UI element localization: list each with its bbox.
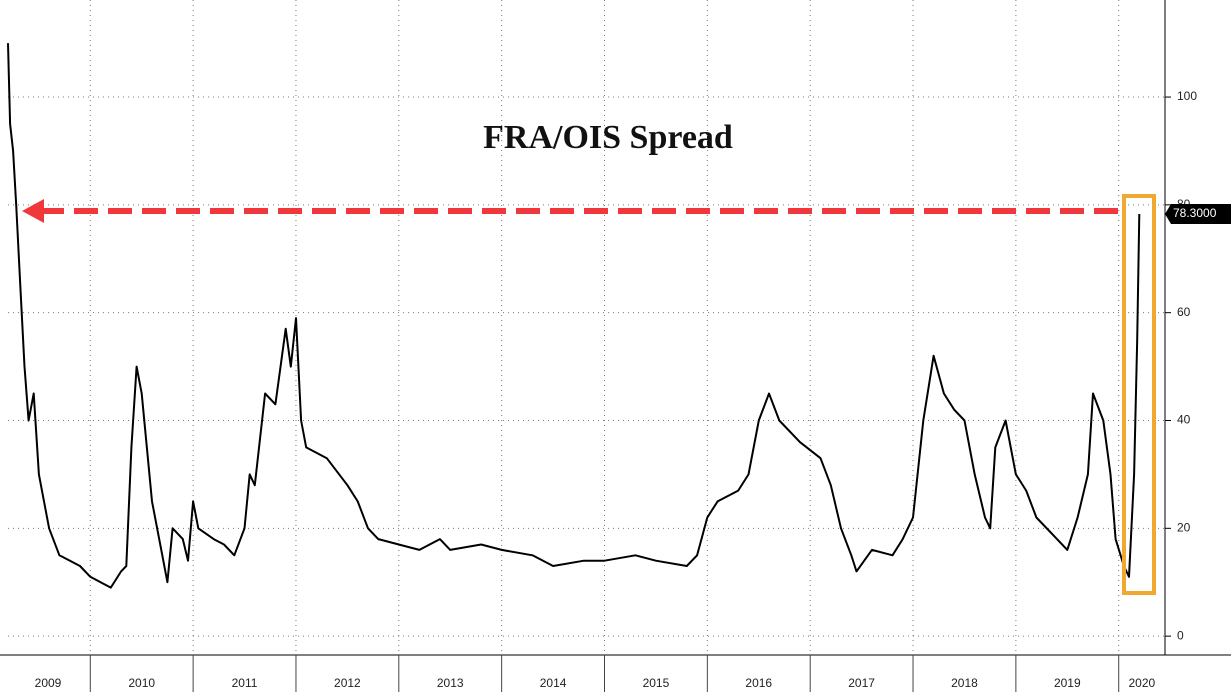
x-tick-label: 2015 [643,676,670,690]
chart-title: FRA/OIS Spread [483,119,733,156]
x-tick-label: 2013 [437,676,464,690]
x-tick-label: 2012 [334,676,361,690]
x-tick-label: 2020 [1129,676,1156,690]
x-tick-label: 2011 [232,676,258,690]
x-tick-label: 2018 [951,676,978,690]
y-tick-label: 0 [1177,628,1184,642]
x-tick-label: 2017 [848,676,875,690]
x-tick-label: 2009 [35,676,62,690]
line-series [7,43,1141,589]
highlight-box [1122,194,1156,595]
y-tick-label: 60 [1177,305,1191,319]
x-tick-label: 2010 [128,676,155,690]
last-value-tag [1165,204,1231,225]
y-tick-label: 100 [1177,89,1197,103]
arrow-head [22,199,44,223]
y-tick-label: 40 [1177,413,1191,427]
x-tick-label: 2016 [745,676,772,690]
y-tick-label: 20 [1177,520,1191,534]
x-tick-label: 2019 [1054,676,1081,690]
last-value-label: 78.3000 [1173,206,1217,220]
x-tick-label: 2014 [540,676,567,690]
